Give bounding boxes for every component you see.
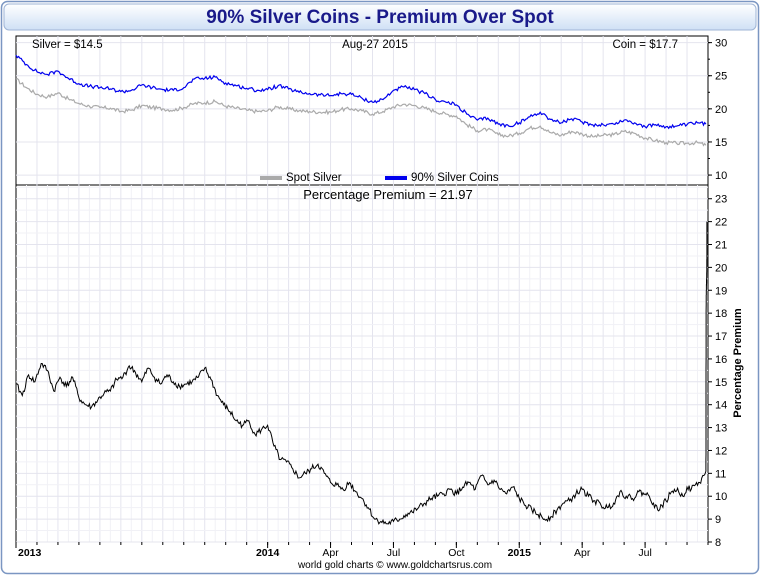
x-tick-label: 2013 — [18, 547, 42, 559]
lower-y-tick-label: 22 — [715, 217, 727, 229]
premium-line — [15, 221, 708, 526]
spot-silver-line — [15, 78, 707, 147]
footer-credit: world gold charts © www.goldchartsrus.co… — [297, 560, 492, 571]
date-label: Aug-27 2015 — [342, 39, 408, 51]
upper-y-tick-label: 30 — [715, 38, 727, 50]
coin-price-label: Coin = $17.7 — [612, 39, 678, 51]
lower-y-tick-label: 11 — [715, 468, 726, 480]
lower-y-tick-label: 12 — [715, 445, 727, 457]
lower-y-tick-label: 15 — [715, 377, 727, 389]
x-tick-label: Jul — [387, 547, 400, 559]
x-tick-label: Apr — [574, 547, 591, 559]
title-bar — [3, 3, 757, 31]
legend-swatch-silver-coins — [385, 176, 407, 180]
upper-y-tick-label: 10 — [715, 170, 727, 182]
lower-y-tick-label: 17 — [715, 331, 727, 343]
legend-swatch-spot-silver — [260, 176, 282, 180]
lower-y-tick-label: 10 — [715, 491, 727, 503]
legend-label-silver-coins: 90% Silver Coins — [411, 172, 499, 184]
lower-series — [15, 221, 708, 526]
legend-label-spot-silver: Spot Silver — [286, 172, 342, 184]
lower-y-axis-title: Percentage Premium — [732, 308, 744, 418]
legend: Spot Silver 90% Silver Coins — [260, 172, 499, 184]
lower-grid — [16, 185, 708, 543]
x-tick-label: Apr — [322, 547, 339, 559]
silver-price-label: Silver = $14.5 — [32, 39, 103, 51]
premium-label: Percentage Premium = 21.97 — [303, 187, 472, 202]
upper-y-tick-label: 15 — [715, 137, 727, 149]
upper-series — [15, 54, 707, 147]
lower-y-tick-label: 21 — [715, 240, 727, 252]
upper-grid — [16, 36, 708, 185]
lower-y-tick-label: 16 — [715, 354, 727, 366]
lower-y-tick-label: 23 — [715, 194, 727, 206]
x-tick-label: Jul — [638, 547, 651, 559]
lower-y-tick-label: 9 — [715, 514, 721, 526]
x-tick-label: Oct — [448, 547, 464, 559]
lower-y-tick-label: 8 — [715, 537, 721, 549]
lower-y-tick-label: 19 — [715, 285, 727, 297]
chart-title: 90% Silver Coins - Premium Over Spot — [206, 7, 554, 28]
upper-y-tick-label: 25 — [715, 71, 727, 83]
lower-y-tick-label: 20 — [715, 262, 727, 274]
lower-y-axis: 8 9 10 11 12 13 14 15 16 17 18 19 20 21 22 23 — [708, 194, 727, 549]
lower-y-tick-label: 13 — [715, 423, 727, 435]
silver-coins-line — [15, 54, 707, 130]
x-axis: 2013 2014 Apr Jul Oct 2015 Apr Jul — [15, 542, 709, 559]
upper-y-axis: 10 15 20 25 30 — [708, 38, 727, 182]
upper-y-tick-label: 20 — [715, 104, 727, 116]
x-tick-label: 2014 — [256, 547, 280, 559]
lower-y-tick-label: 18 — [715, 308, 727, 320]
lower-y-tick-label: 14 — [715, 400, 727, 412]
x-tick-label: 2015 — [508, 547, 532, 559]
